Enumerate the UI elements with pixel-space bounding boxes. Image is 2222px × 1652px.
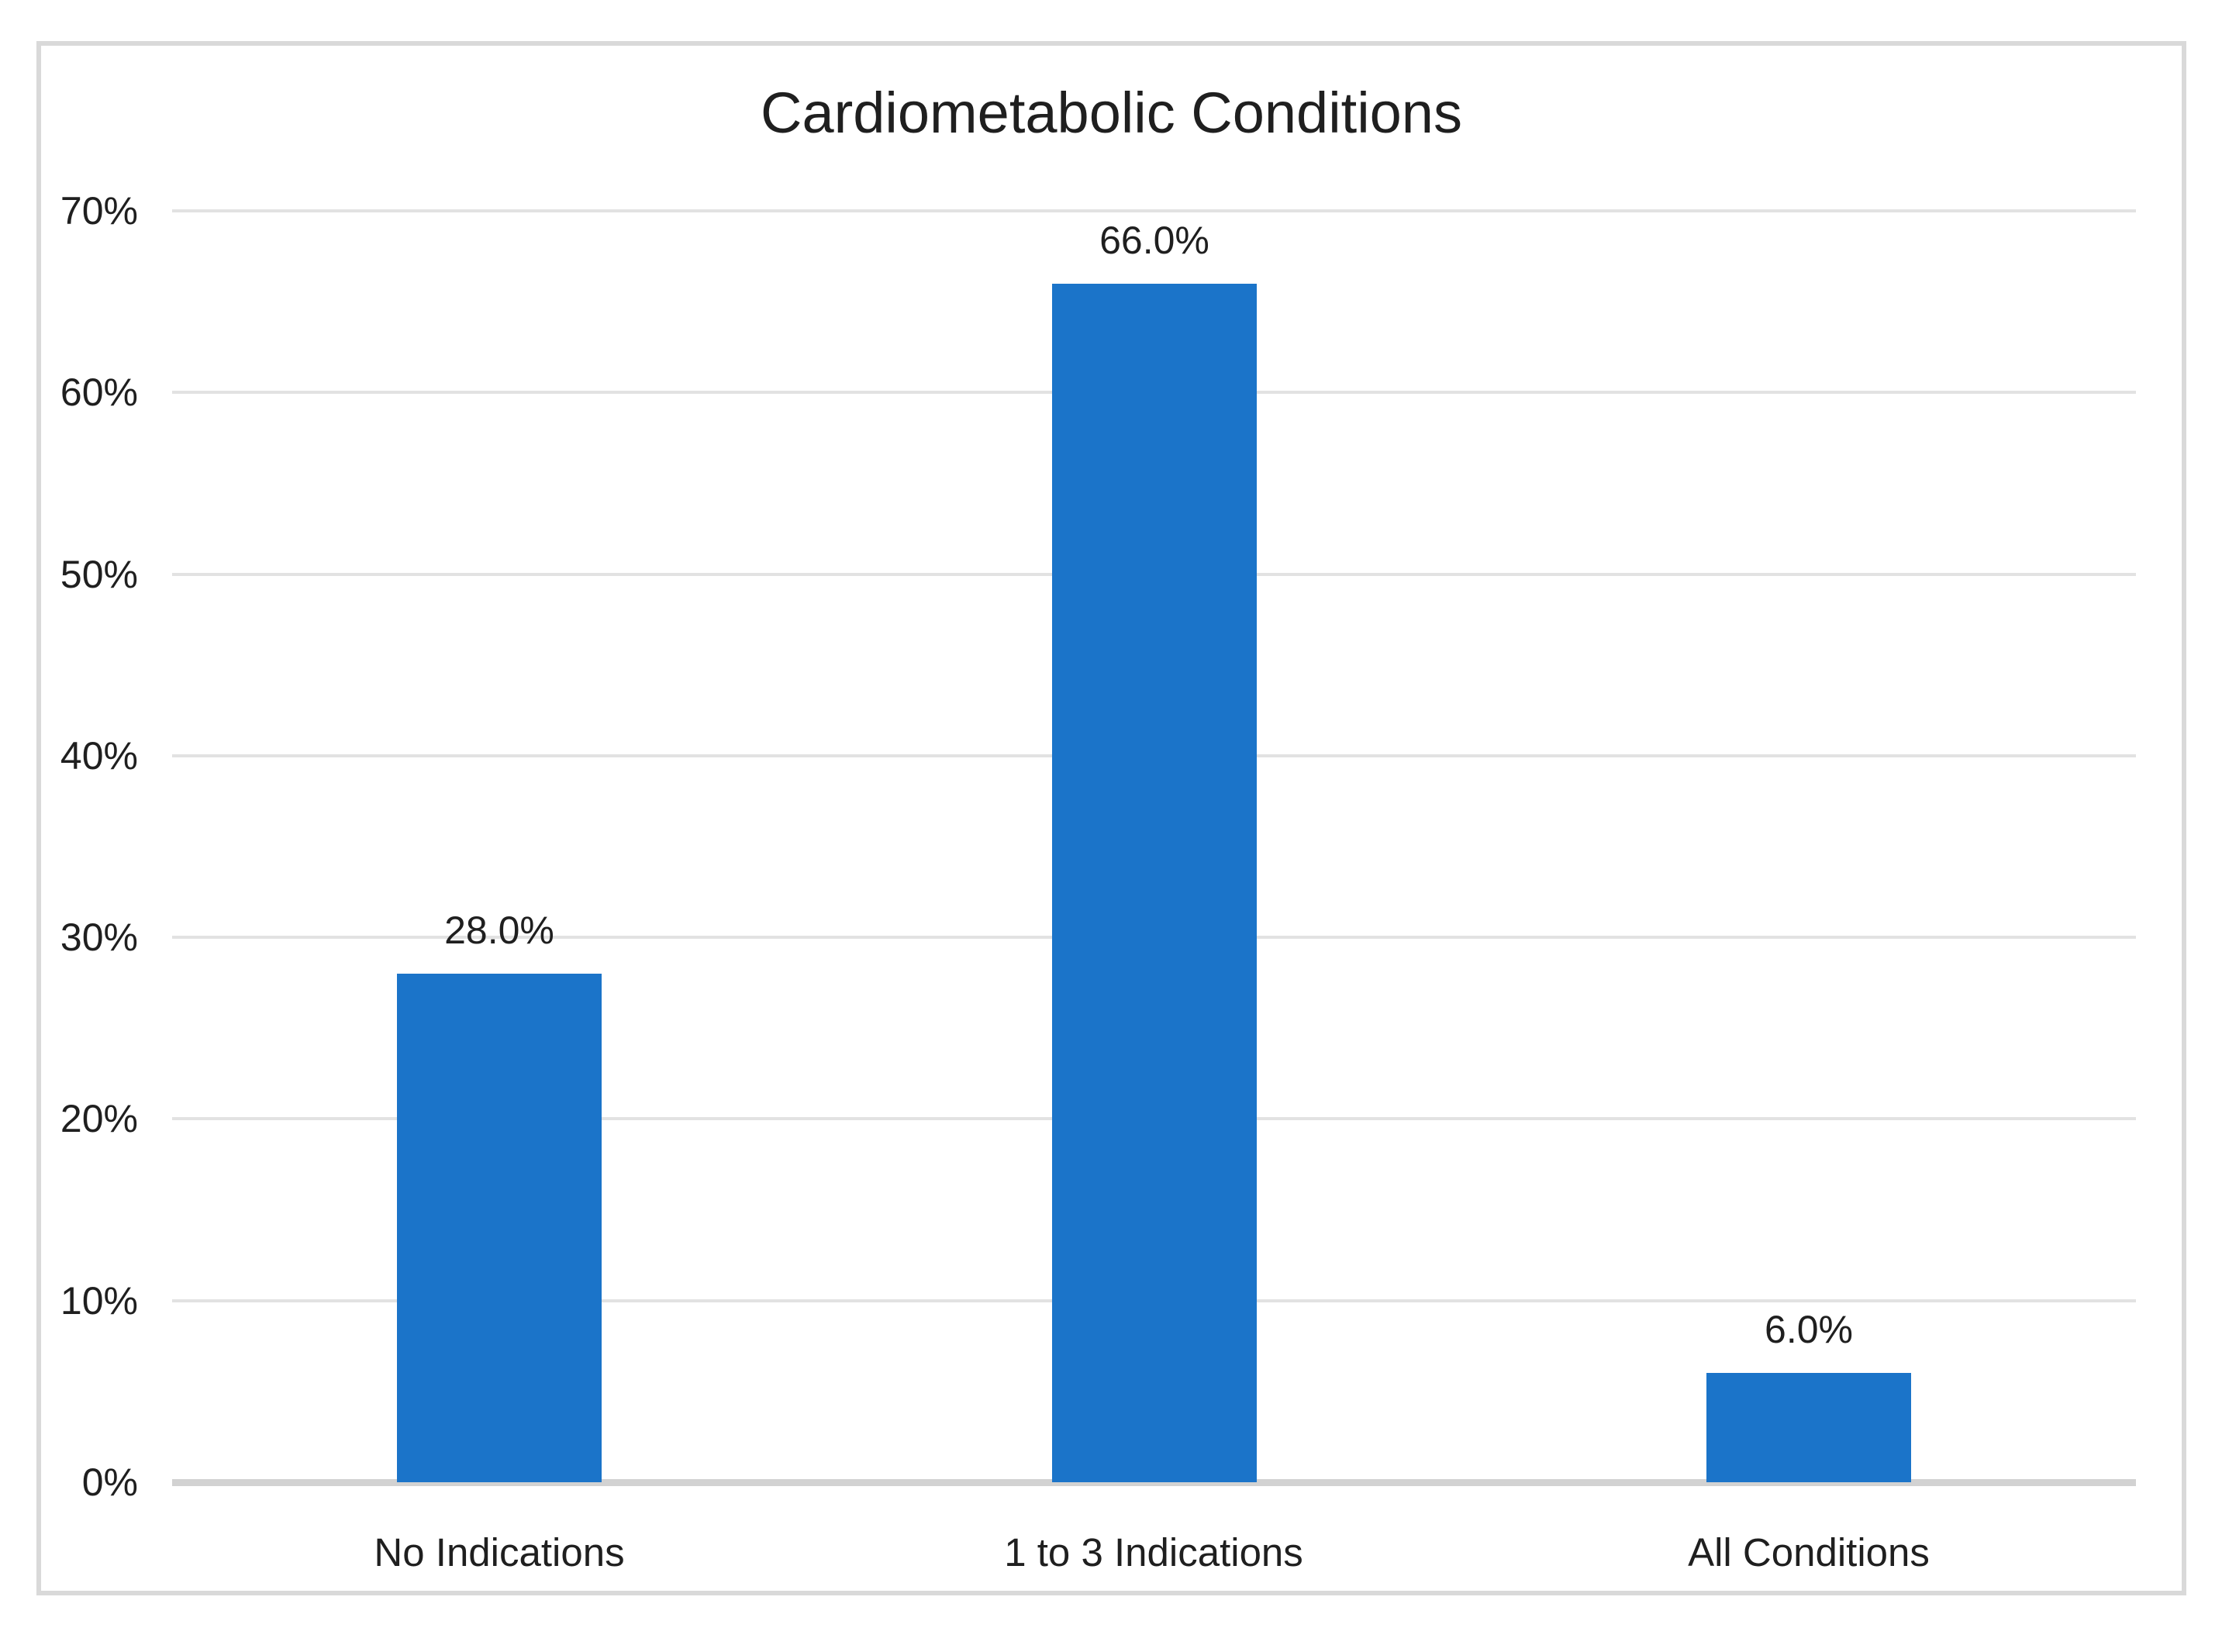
bar-data-label: 28.0% — [444, 909, 554, 952]
chart-title: Cardiometabolic Conditions — [761, 81, 1462, 145]
x-axis-category-label: No Indications — [374, 1530, 625, 1574]
x-axis-line — [172, 1479, 2136, 1486]
bar-data-label: 6.0% — [1765, 1308, 1853, 1351]
y-axis-tick-label: 50% — [60, 553, 138, 596]
bar-1-to-3-indications — [1052, 284, 1257, 1482]
bar-data-label: 66.0% — [1099, 219, 1209, 262]
bar-all-conditions — [1706, 1373, 1911, 1482]
x-axis-category-label: All Conditions — [1688, 1530, 1930, 1574]
y-axis-tick-label: 40% — [60, 734, 138, 778]
y-axis-tick-label: 10% — [60, 1279, 138, 1323]
y-axis-tick-label: 0% — [81, 1461, 138, 1504]
gridline-70pct — [172, 209, 2136, 212]
bar-no-indications — [397, 974, 602, 1482]
x-axis-category-label: 1 to 3 Indications — [1004, 1530, 1303, 1574]
y-axis-tick-label: 60% — [60, 371, 138, 414]
y-axis-tick-label: 20% — [60, 1097, 138, 1140]
y-axis-tick-label: 70% — [60, 189, 138, 233]
y-axis-tick-label: 30% — [60, 916, 138, 959]
